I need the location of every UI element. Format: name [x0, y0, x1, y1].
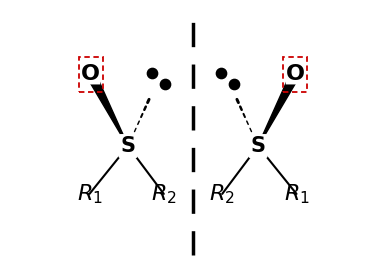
Text: $R_2$: $R_2$	[209, 182, 235, 206]
Text: O: O	[286, 64, 305, 85]
Point	[231, 82, 237, 86]
Text: $R_2$: $R_2$	[151, 182, 177, 206]
Text: O: O	[81, 64, 100, 85]
Point	[149, 71, 155, 75]
Point	[218, 71, 224, 75]
Polygon shape	[86, 72, 128, 146]
Text: S: S	[120, 136, 135, 156]
Text: $R_1$: $R_1$	[76, 182, 102, 206]
Text: S: S	[251, 136, 266, 156]
Text: $R_1$: $R_1$	[284, 182, 310, 206]
Point	[162, 82, 168, 86]
Polygon shape	[258, 72, 300, 146]
